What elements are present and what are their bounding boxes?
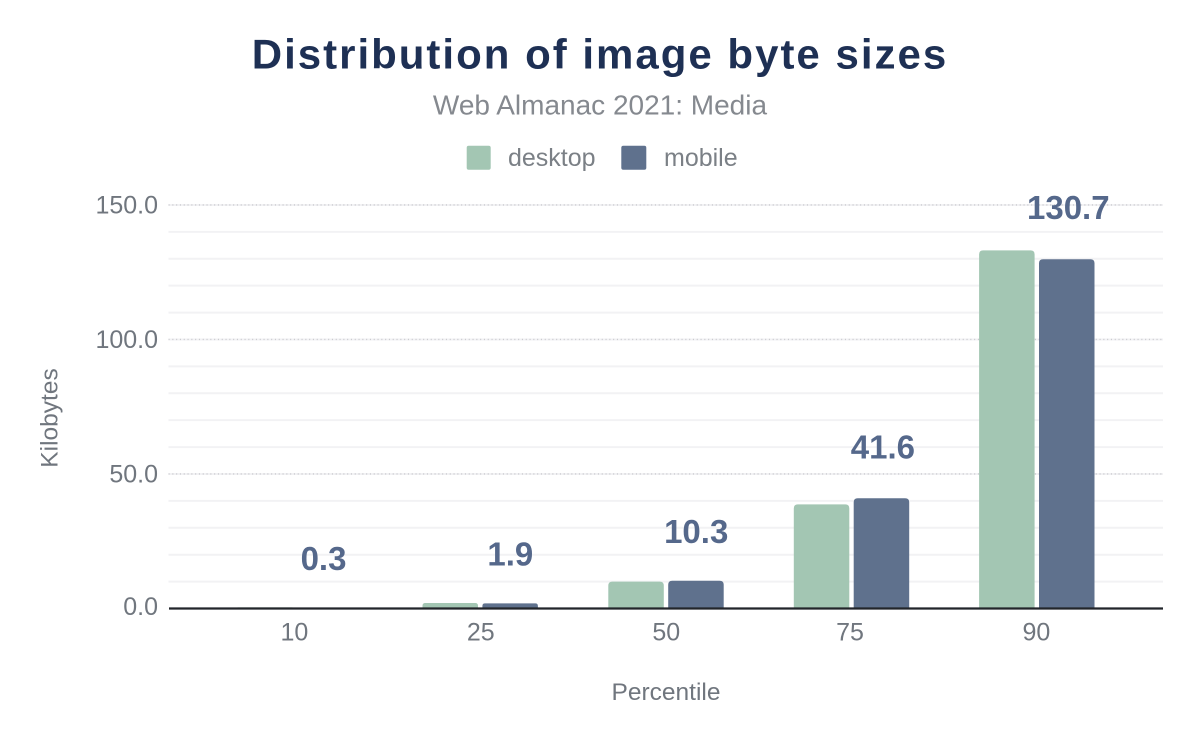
svg-text:Web Almanac 2021: Media: Web Almanac 2021: Media: [433, 90, 768, 121]
svg-text:150.0: 150.0: [95, 192, 158, 220]
svg-text:130.7: 130.7: [1027, 189, 1110, 226]
svg-text:desktop: desktop: [508, 144, 596, 172]
svg-text:50: 50: [652, 619, 680, 647]
svg-text:mobile: mobile: [664, 144, 738, 172]
svg-text:100.0: 100.0: [95, 326, 158, 354]
svg-text:Kilobytes: Kilobytes: [37, 368, 64, 467]
svg-text:90: 90: [1022, 619, 1050, 647]
svg-text:10.3: 10.3: [664, 513, 728, 550]
svg-text:0.3: 0.3: [301, 540, 347, 577]
svg-text:Distribution of image byte siz: Distribution of image byte sizes: [252, 31, 948, 78]
svg-text:75: 75: [836, 619, 864, 647]
svg-text:1.9: 1.9: [487, 536, 533, 573]
svg-text:41.6: 41.6: [851, 429, 915, 466]
svg-text:50.0: 50.0: [109, 461, 158, 489]
svg-text:25: 25: [467, 619, 495, 647]
svg-text:10: 10: [280, 619, 308, 647]
svg-text:0.0: 0.0: [123, 593, 158, 621]
svg-text:Percentile: Percentile: [612, 679, 721, 706]
